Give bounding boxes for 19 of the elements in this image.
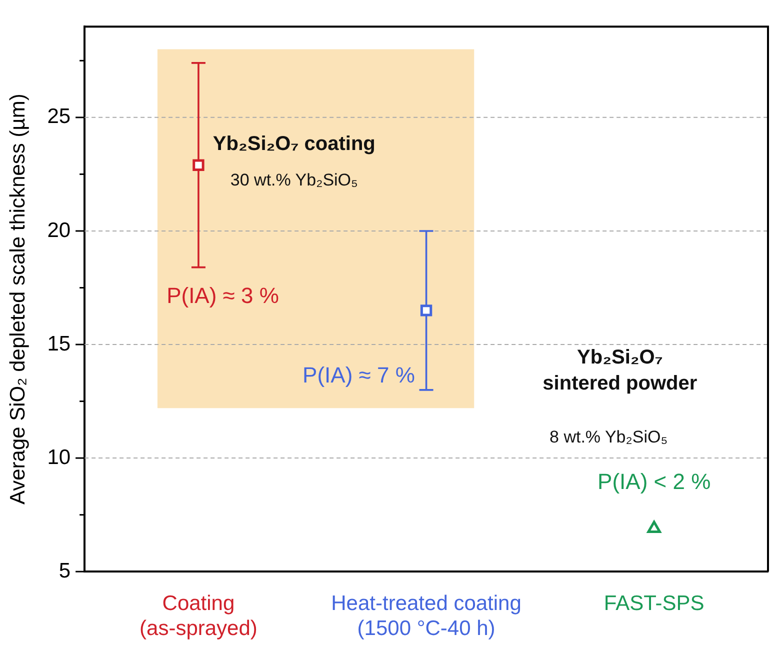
annotation: P(IA) < 2 % <box>598 469 711 494</box>
annotation: 30 wt.% Yb₂SiO₅ <box>230 170 358 190</box>
y-tick-label: 15 <box>47 332 71 356</box>
point <box>192 159 204 171</box>
annotation: Yb₂Si₂O₇ sintered powder <box>542 346 698 395</box>
point <box>647 520 661 533</box>
annotation: Yb₂Si₂O₇ coating <box>212 133 376 156</box>
y-tick-label: 10 <box>47 446 71 469</box>
x-tick-label: Heat-treated coating (1500 °C-40 h) <box>331 592 522 640</box>
point <box>420 304 432 316</box>
annotation: 8 wt.% Yb₂SiO₅ <box>550 427 668 446</box>
annotation: P(IA) ≈ 7 % <box>302 362 415 388</box>
y-tick-label: 5 <box>58 559 71 582</box>
x-tick-label: Coating (as-sprayed) <box>140 592 258 640</box>
annotation: P(IA) ≈ 3 % <box>166 282 279 308</box>
x-tick-label: FAST-SPS <box>604 592 704 615</box>
y-axis-title: Average SiO₂ depleted scale thickness (µm) <box>6 94 30 505</box>
y-tick-label: 25 <box>47 105 71 128</box>
y-tick-label: 20 <box>47 218 71 242</box>
